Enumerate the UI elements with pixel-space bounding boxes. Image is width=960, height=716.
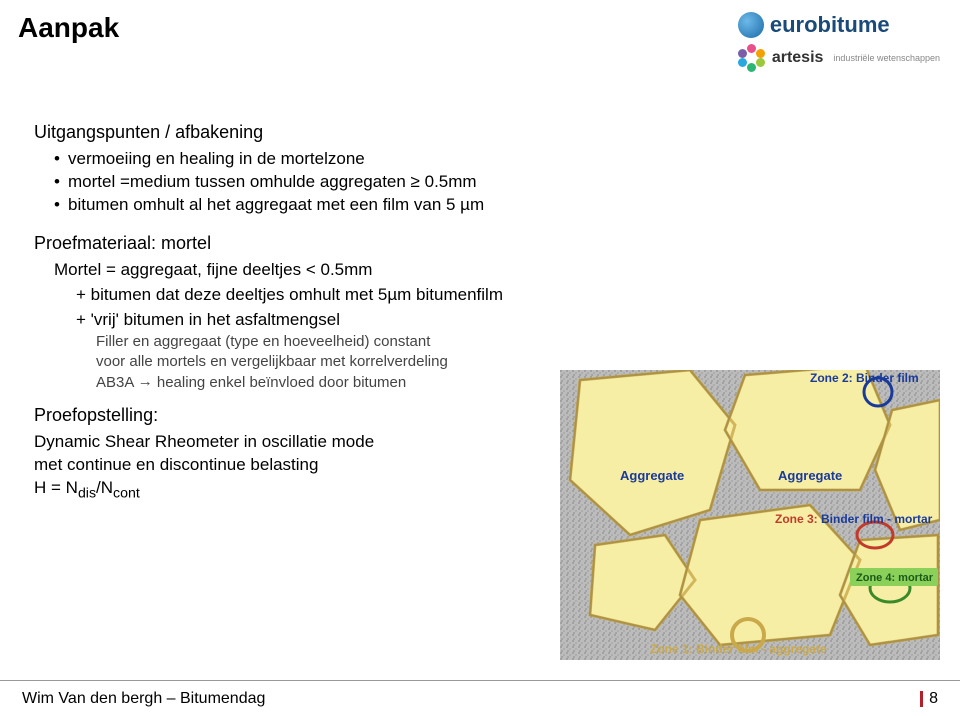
section2-heading: Proefmateriaal: mortel [34,231,674,255]
arrow-icon: → [138,372,153,392]
zone3-label: Zone 3: Binder film - mortar [775,512,933,526]
footer-page: 8 [920,690,938,708]
artesis-subtitle: industriële wetenschappen [833,53,940,63]
aggregate-diagram: Aggregate Aggregate Zone 2: Binder film … [560,370,940,660]
formula-h: H = N [34,478,78,497]
ab3a-rest: healing enkel beïnvloed door bitumen [157,374,406,391]
zone4-label: Zone 4: mortar [856,572,934,584]
aggregate-label: Aggregate [620,468,684,483]
eurobitume-text: eurobitume [770,12,890,38]
section1-heading: Uitgangspunten / afbakening [34,120,674,144]
formula-sub2: cont [113,486,140,502]
footer: Wim Van den bergh – Bitumendag 8 [0,680,960,716]
mortel-sub1: + bitumen dat deze deeltjes omhult met 5… [34,284,674,307]
bullet-list: vermoeiing en healing in de mortelzone m… [34,148,674,217]
formula-sub1: dis [78,486,96,502]
ab3a-label: AB3A [96,374,138,391]
slide-title: Aanpak [18,12,119,44]
bullet-item: vermoeiing en healing in de mortelzone [54,148,674,171]
footer-author: Wim Van den bergh – Bitumendag [22,690,265,708]
bullet-item: mortel =medium tussen omhulde aggregaten… [54,171,674,194]
logo-block: eurobitume artesis industriële wetenscha… [738,12,940,72]
mortel-sub2: + 'vrij' bitumen in het asfaltmengsel [34,309,674,332]
formula-mid: /N [96,478,113,497]
mortel-small1: Filler en aggregaat (type en hoeveelheid… [34,332,674,352]
zone1-label: Zone 1: Binder film - aggregate [650,642,827,656]
bullet-item: bitumen omhult al het aggregaat met een … [54,194,674,217]
zone2-label: Zone 2: Binder film [810,371,919,385]
mortel-line: Mortel = aggregaat, fijne deeltjes < 0.5… [34,259,674,282]
artesis-text: artesis [772,49,824,67]
artesis-logo: artesis industriële wetenschappen [738,44,940,72]
artesis-icon [738,44,766,72]
aggregate-label: Aggregate [778,468,842,483]
eurobitume-logo: eurobitume [738,12,940,38]
page-bar-icon [920,691,923,707]
page-number: 8 [929,690,938,708]
eurobitume-icon [738,12,764,38]
